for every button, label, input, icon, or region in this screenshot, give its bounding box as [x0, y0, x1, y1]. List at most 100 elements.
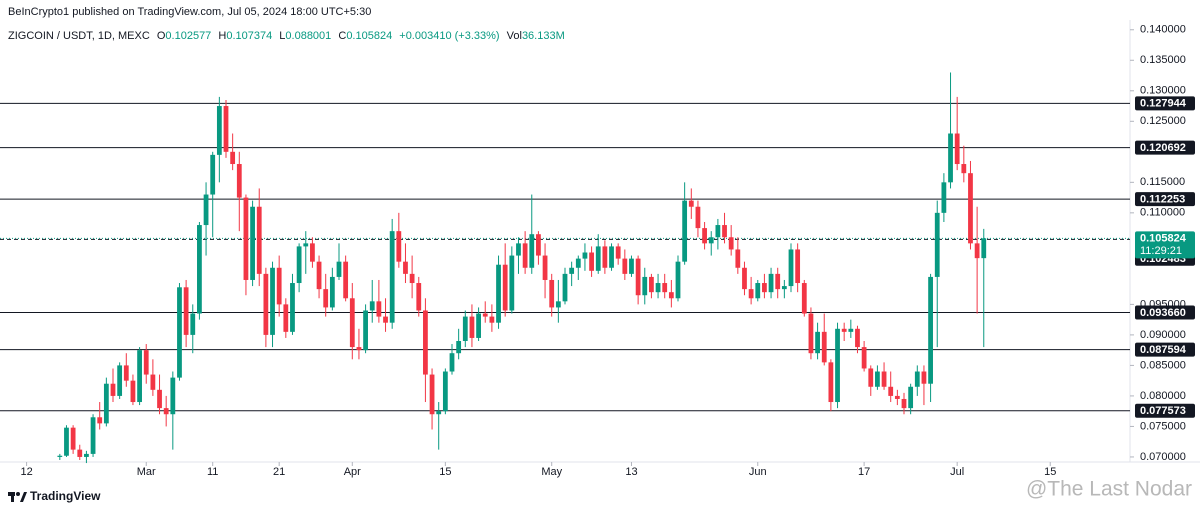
logo-dot: [16, 492, 20, 496]
volume-value: 36.133M: [522, 30, 565, 42]
candle-body: [948, 133, 953, 183]
candle-body: [90, 417, 96, 454]
publisher: BeInCrypto1 published on TradingView.com…: [8, 6, 371, 18]
candle-body: [908, 386, 914, 409]
candle-body: [356, 347, 362, 351]
candle-body: [801, 283, 807, 314]
logo-slash: [20, 492, 27, 502]
brand: TradingView: [30, 489, 101, 503]
candle-body: [655, 283, 661, 293]
candle-body: [84, 453, 89, 457]
candle-body: [456, 340, 462, 354]
last-price-box: [1135, 231, 1195, 259]
open-label: O: [157, 30, 166, 42]
candle-body: [329, 276, 335, 308]
candle-body: [409, 273, 415, 284]
candle-body: [369, 301, 375, 311]
y-tick-label: 0.080000: [1140, 390, 1186, 402]
candle-body: [230, 151, 236, 165]
candle-body: [615, 246, 621, 259]
candle-body: [183, 287, 189, 335]
candle-body: [981, 238, 987, 259]
candle-body: [462, 316, 468, 341]
level-label: 0.077573: [1140, 405, 1186, 417]
y-tick-label: 0.135000: [1140, 54, 1186, 66]
y-tick-label: 0.115000: [1140, 176, 1185, 188]
candle-body: [223, 106, 229, 152]
candle-body: [662, 283, 668, 293]
candle-body: [941, 182, 947, 213]
candle-body: [748, 289, 754, 299]
candle-body: [735, 249, 741, 268]
high-value: 0.107374: [226, 30, 272, 42]
candle-body: [642, 276, 648, 296]
candle-body: [675, 261, 681, 299]
x-tick-label: 13: [625, 466, 637, 478]
level-label: 0.093660: [1140, 307, 1186, 319]
candle-body: [569, 267, 575, 274]
candle-body: [516, 243, 521, 256]
candle-body: [682, 200, 688, 262]
candle-body: [755, 283, 761, 299]
candle-body: [974, 243, 980, 259]
candle-body: [695, 206, 701, 229]
close-label: C: [338, 30, 346, 42]
x-tick-label: Mar: [137, 466, 156, 478]
candle-body: [934, 212, 940, 277]
candle-body: [442, 371, 448, 412]
candle-body: [509, 255, 515, 311]
candle-body: [270, 267, 275, 335]
candle-body: [841, 328, 847, 332]
candle-body: [828, 362, 834, 403]
candle-body: [835, 328, 840, 403]
watermark: @The Last Nodar: [1026, 478, 1192, 501]
y-tick-label: 0.110000: [1140, 207, 1185, 219]
candle-body: [296, 246, 302, 284]
candle-body: [589, 252, 594, 271]
candle-body: [150, 374, 156, 390]
candle-body: [722, 225, 727, 238]
candle-body: [855, 328, 860, 348]
candle-body: [323, 289, 329, 308]
candle-body: [389, 231, 395, 323]
change: +0.003410 (+3.33%): [399, 30, 499, 42]
y-tick-label: 0.075000: [1140, 420, 1186, 432]
level-label: 0.112253: [1140, 194, 1185, 206]
x-tick-label: Jun: [749, 466, 767, 478]
candle-body: [821, 331, 827, 363]
candle-body: [130, 380, 136, 403]
candle-body: [303, 243, 309, 247]
level-label-box: [1135, 305, 1195, 320]
x-tick-label: 21: [273, 466, 285, 478]
candle-body: [310, 243, 315, 262]
candle-body: [216, 106, 222, 155]
level-label-box: [1135, 96, 1195, 111]
x-tick-label: 12: [20, 466, 32, 478]
candle-body: [848, 328, 854, 332]
candle-body: [688, 200, 694, 207]
candle-body: [668, 292, 674, 299]
candle-body: [436, 411, 442, 415]
candle-body: [768, 273, 774, 293]
x-tick-label: 11: [207, 466, 218, 478]
candle-body: [702, 228, 707, 244]
candle-body: [469, 316, 475, 338]
candle-body: [549, 279, 555, 308]
y-tick-label: 0.125000: [1140, 115, 1186, 127]
candle-body: [416, 283, 422, 311]
candle-body: [522, 243, 528, 268]
symbol: ZIGCOIN / USDT, 1D, MEXC: [8, 30, 150, 42]
low-label: L: [279, 30, 285, 42]
candle-body: [236, 164, 242, 198]
candle-body: [283, 304, 289, 332]
y-tick-label: 0.130000: [1140, 85, 1186, 97]
candle-body: [649, 276, 654, 293]
candle-body: [429, 374, 435, 415]
x-tick-label: Jul: [950, 466, 964, 478]
logo-stem: [11, 492, 14, 502]
candle-body: [170, 377, 176, 415]
candle-body: [622, 258, 628, 274]
y-tick-label: 0.070000: [1140, 451, 1186, 463]
candle-body: [861, 347, 867, 369]
